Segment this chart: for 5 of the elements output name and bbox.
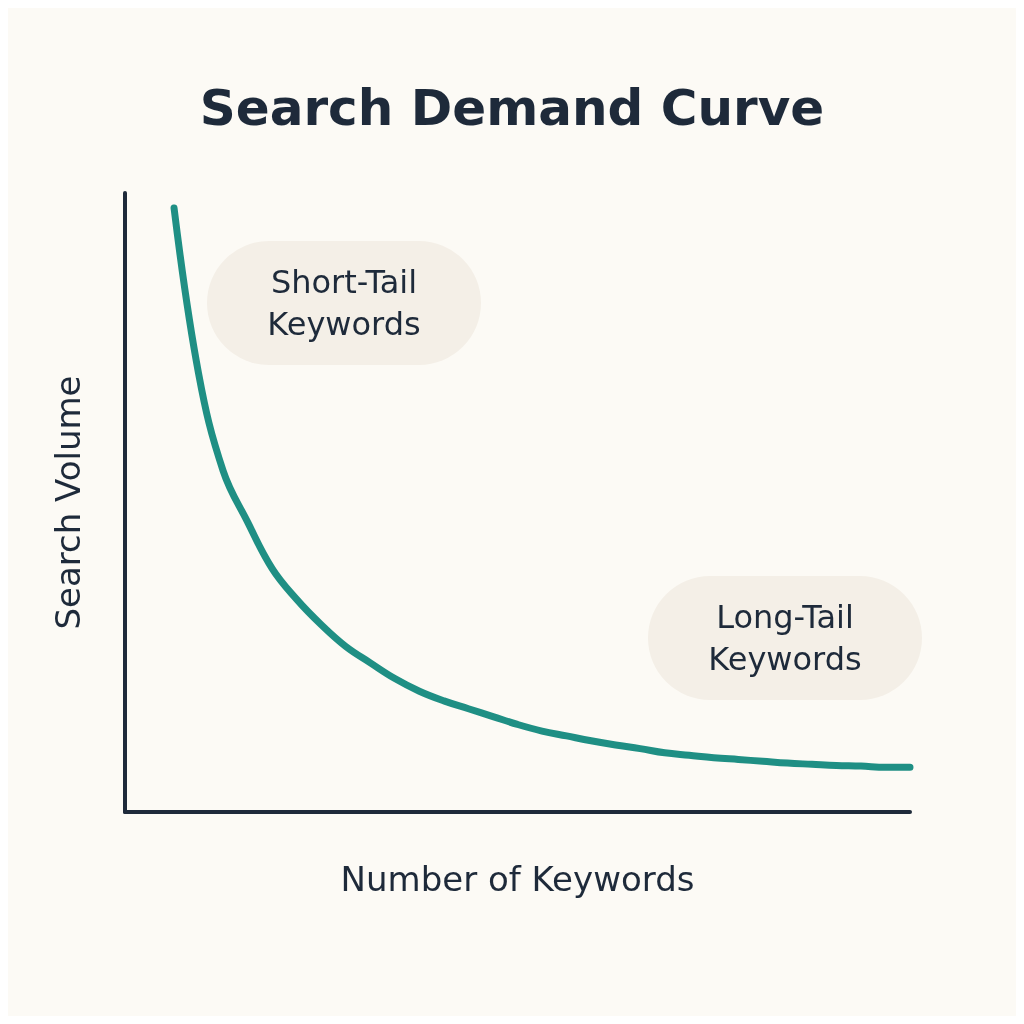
x-axis-title: Number of Keywords <box>340 859 695 899</box>
chart-title: Search Demand Curve <box>199 79 825 137</box>
annotation: Long-Tail Keywords <box>708 597 862 680</box>
annotation: Short-Tail Keywords <box>267 262 421 345</box>
y-axis-title: Search Volume <box>48 375 88 630</box>
